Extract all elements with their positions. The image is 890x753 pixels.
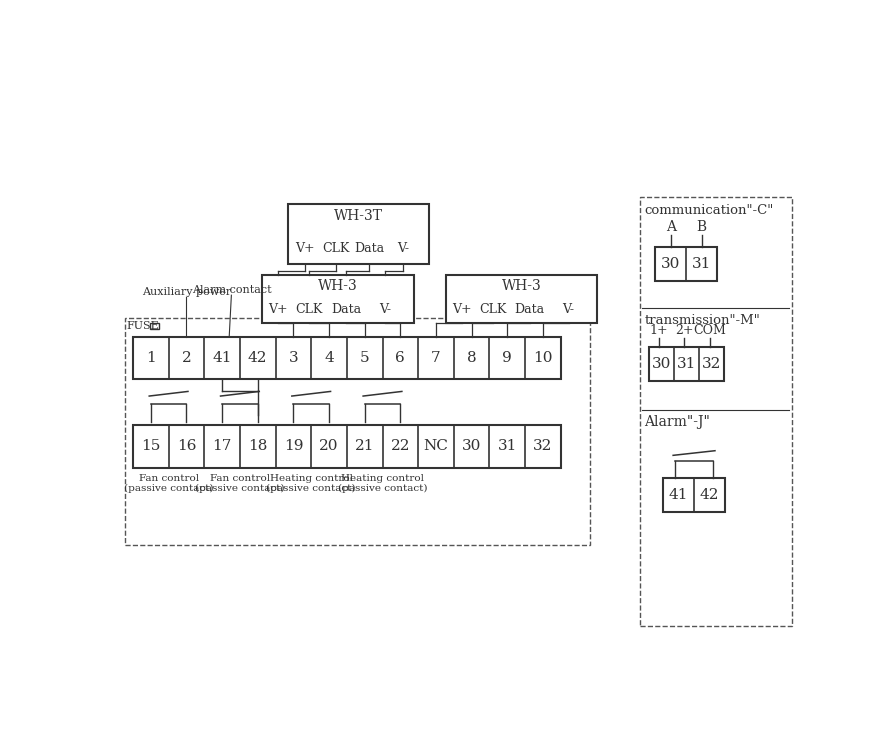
Text: NC: NC <box>424 440 449 453</box>
Bar <box>655 247 717 282</box>
Text: WH-3T: WH-3T <box>334 209 383 223</box>
Text: Fan control
(passive contact): Fan control (passive contact) <box>195 474 285 493</box>
Bar <box>150 323 159 329</box>
Bar <box>133 337 561 379</box>
Text: 31: 31 <box>498 440 517 453</box>
Text: A: A <box>666 220 676 233</box>
Text: 19: 19 <box>284 440 303 453</box>
Text: 9: 9 <box>502 351 512 365</box>
Bar <box>288 204 429 264</box>
Text: 21: 21 <box>355 440 375 453</box>
Text: 30: 30 <box>462 440 481 453</box>
Text: V+: V+ <box>452 303 472 316</box>
Text: 42: 42 <box>700 488 719 502</box>
Text: 10: 10 <box>533 351 553 365</box>
Text: 31: 31 <box>676 357 696 371</box>
Text: communication"-C": communication"-C" <box>644 204 773 218</box>
Text: 32: 32 <box>533 440 553 453</box>
Bar <box>125 318 590 544</box>
Text: 2+: 2+ <box>675 324 693 337</box>
Text: 2: 2 <box>182 351 191 365</box>
Text: Fan control
(passive contact): Fan control (passive contact) <box>124 474 214 493</box>
Text: B: B <box>697 220 707 233</box>
Text: Heating control
(passive contact): Heating control (passive contact) <box>337 474 427 493</box>
Bar <box>446 275 597 323</box>
Bar <box>263 275 414 323</box>
Bar <box>649 347 724 382</box>
Text: WH-3: WH-3 <box>318 279 358 293</box>
Text: Alarm contact: Alarm contact <box>191 285 271 295</box>
Text: 32: 32 <box>701 357 721 371</box>
Text: 30: 30 <box>661 257 681 271</box>
Text: 8: 8 <box>467 351 476 365</box>
Text: Alarm"-J": Alarm"-J" <box>644 416 710 429</box>
Text: Data: Data <box>331 303 361 316</box>
Text: 1+: 1+ <box>650 324 668 337</box>
Text: CLK: CLK <box>479 303 506 316</box>
Bar <box>640 197 792 626</box>
Text: 31: 31 <box>692 257 711 271</box>
Text: CLK: CLK <box>295 303 322 316</box>
Text: 1: 1 <box>146 351 156 365</box>
Text: 20: 20 <box>320 440 339 453</box>
Text: 41: 41 <box>668 488 688 502</box>
Text: Heating control
(passive contact): Heating control (passive contact) <box>266 474 356 493</box>
Text: COM: COM <box>693 324 726 337</box>
Text: 22: 22 <box>391 440 410 453</box>
Text: V+: V+ <box>268 303 287 316</box>
Text: Auxiliary power: Auxiliary power <box>142 287 231 297</box>
Text: 17: 17 <box>213 440 231 453</box>
Text: V-: V- <box>397 242 409 255</box>
Text: V+: V+ <box>295 242 315 255</box>
Text: V-: V- <box>562 303 575 316</box>
Text: 16: 16 <box>177 440 196 453</box>
Text: 42: 42 <box>248 351 268 365</box>
Text: transmission"-M": transmission"-M" <box>644 314 760 327</box>
Bar <box>133 425 561 468</box>
Text: 3: 3 <box>288 351 298 365</box>
Text: V-: V- <box>379 303 391 316</box>
Text: WH-3: WH-3 <box>502 279 541 293</box>
Text: Data: Data <box>514 303 545 316</box>
Text: 6: 6 <box>395 351 405 365</box>
Text: 18: 18 <box>248 440 267 453</box>
Text: 41: 41 <box>213 351 231 365</box>
Text: 7: 7 <box>431 351 441 365</box>
Text: CLK: CLK <box>322 242 350 255</box>
Text: 15: 15 <box>142 440 160 453</box>
Bar <box>663 477 725 512</box>
Text: 4: 4 <box>324 351 334 365</box>
Text: FUSE: FUSE <box>126 322 159 331</box>
Text: 30: 30 <box>651 357 671 371</box>
Text: 5: 5 <box>360 351 369 365</box>
Text: Data: Data <box>354 242 384 255</box>
